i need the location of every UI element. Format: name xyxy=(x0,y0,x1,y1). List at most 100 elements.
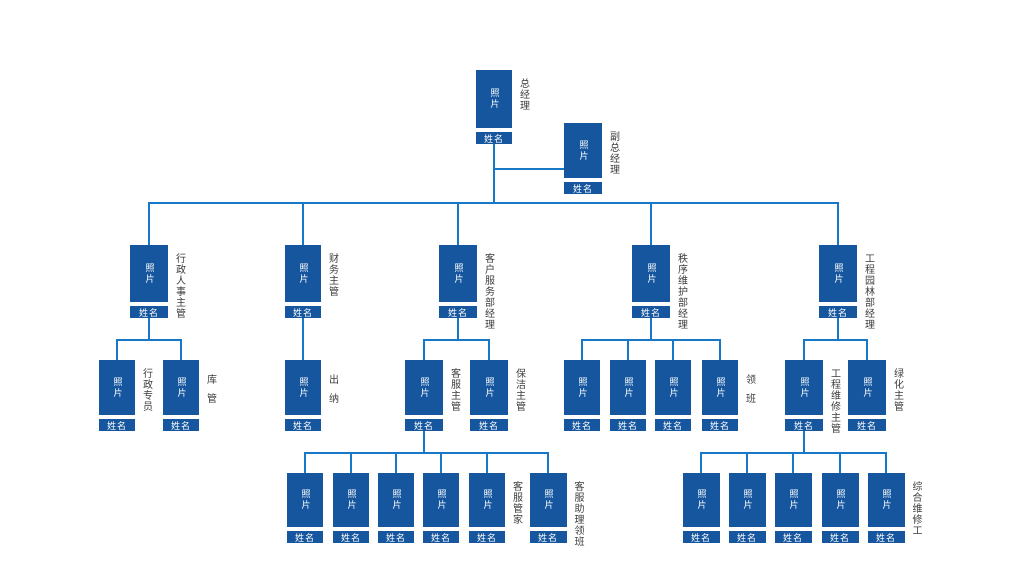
photo-placeholder: 照片 xyxy=(564,360,600,415)
org-node-cleaning-supervisor: 照片姓名 保洁主管 xyxy=(470,360,525,431)
connector-line xyxy=(885,453,887,473)
name-bar: 姓名 xyxy=(529,531,567,543)
photo-placeholder-text: 照片 xyxy=(436,489,447,511)
photo-placeholder-text: 照片 xyxy=(391,489,402,511)
connector-line xyxy=(457,318,459,340)
connector-line xyxy=(650,318,652,340)
name-bar: 姓名 xyxy=(285,306,321,318)
org-node-cs-butler-1: 照片 姓名 xyxy=(287,473,323,543)
org-node-maintenance-worker-4: 照片 姓名 xyxy=(821,473,859,543)
connector-line xyxy=(304,452,549,454)
name-bar: 姓名 xyxy=(405,419,443,431)
name-bar: 姓名 xyxy=(682,531,720,543)
photo-placeholder-text: 照片 xyxy=(696,489,707,511)
photo-placeholder: 照片 xyxy=(785,360,823,415)
connector-line xyxy=(672,340,674,360)
connector-line xyxy=(440,453,442,473)
photo-placeholder: 照片 xyxy=(774,473,812,527)
connector-line xyxy=(719,340,721,360)
org-node-foreman-3: 照片 姓名 xyxy=(655,360,691,431)
org-node-maintenance-worker-5: 照片 姓名 综合维修工 xyxy=(867,473,921,543)
connector-line xyxy=(488,340,490,360)
connector-line xyxy=(302,318,304,360)
connector-line xyxy=(650,203,652,245)
name-bar: 姓名 xyxy=(632,306,670,318)
photo-placeholder: 照片 xyxy=(99,360,135,415)
node-title-label: 财务主管 xyxy=(326,253,338,297)
connector-line xyxy=(116,339,182,341)
org-node-deputy-general-manager: 照片 姓名 副总经理 xyxy=(564,123,619,194)
connector-line xyxy=(304,453,306,473)
photo-placeholder-text: 照片 xyxy=(578,139,589,162)
photo-placeholder: 照片 xyxy=(333,473,369,527)
name-bar: 姓名 xyxy=(655,419,691,431)
photo-placeholder: 照片 xyxy=(702,360,738,415)
node-title-label: 出纳 xyxy=(326,374,338,412)
photo-placeholder: 照片 xyxy=(285,360,321,415)
name-bar: 姓名 xyxy=(476,132,512,144)
photo-placeholder-text: 照片 xyxy=(484,376,495,399)
connector-line xyxy=(547,453,549,473)
name-bar: 姓名 xyxy=(99,419,135,431)
photo-placeholder-text: 照片 xyxy=(799,376,810,399)
name-bar: 姓名 xyxy=(785,419,823,431)
name-bar: 姓名 xyxy=(470,419,508,431)
photo-placeholder: 照片 xyxy=(632,245,670,302)
connector-line xyxy=(423,431,425,453)
photo-placeholder: 照片 xyxy=(130,245,168,302)
org-node-cashier: 照片 姓名 出纳 xyxy=(285,360,338,431)
connector-line xyxy=(792,453,794,473)
org-node-cs-butler-4: 照片 姓名 xyxy=(423,473,459,543)
connector-line xyxy=(627,340,629,360)
org-node-foreman-1: 照片 姓名 xyxy=(564,360,600,431)
photo-placeholder-text: 照片 xyxy=(489,88,500,110)
name-bar: 姓名 xyxy=(610,419,646,431)
photo-placeholder-text: 照片 xyxy=(881,489,892,511)
connector-line xyxy=(116,340,118,360)
photo-placeholder: 照片 xyxy=(682,473,720,527)
photo-placeholder-text: 照片 xyxy=(646,262,657,285)
connector-line xyxy=(148,203,150,245)
node-title-label: 保洁主管 xyxy=(513,368,525,412)
photo-placeholder-text: 照片 xyxy=(835,489,846,511)
name-bar: 姓名 xyxy=(378,531,414,543)
photo-placeholder-text: 照片 xyxy=(862,376,873,399)
org-node-foreman-2: 照片 姓名 xyxy=(610,360,646,431)
connector-line xyxy=(302,203,304,245)
photo-placeholder-text: 照片 xyxy=(176,376,187,399)
photo-placeholder-text: 照片 xyxy=(577,376,588,399)
node-title-label: 客服管家 xyxy=(510,481,522,525)
org-node-storekeeper: 照片 姓名 库管 xyxy=(163,360,216,431)
node-title-label: 客户服务部经理 xyxy=(482,253,494,330)
name-bar: 姓名 xyxy=(439,306,477,318)
photo-placeholder: 照片 xyxy=(476,70,512,128)
connector-line xyxy=(837,203,839,245)
photo-placeholder: 照片 xyxy=(610,360,646,415)
connector-line xyxy=(486,453,488,473)
name-bar: 姓名 xyxy=(423,531,459,543)
name-bar: 姓名 xyxy=(469,531,505,543)
connector-line xyxy=(148,318,150,340)
name-bar: 姓名 xyxy=(774,531,812,543)
node-title-label: 总经理 xyxy=(517,78,529,111)
photo-placeholder-text: 照片 xyxy=(419,376,430,399)
node-title-label: 库管 xyxy=(204,374,216,412)
org-node-cs-butler-2: 照片 姓名 xyxy=(333,473,369,543)
connector-line xyxy=(839,453,841,473)
name-bar: 姓名 xyxy=(287,531,323,543)
connector-line xyxy=(803,339,868,341)
photo-placeholder-text: 照片 xyxy=(668,376,679,399)
photo-placeholder: 照片 xyxy=(848,360,886,415)
connector-line xyxy=(457,203,459,245)
org-node-foreman-4: 照片 姓名 领班 xyxy=(702,360,755,431)
name-bar: 姓名 xyxy=(867,531,905,543)
photo-placeholder-text: 照片 xyxy=(482,489,493,511)
photo-placeholder: 照片 xyxy=(529,473,567,527)
org-node-engineering-maintenance-supervisor: 照片 姓名 工程维修主管 xyxy=(785,360,840,434)
org-node-maintenance-worker-3: 照片 姓名 xyxy=(774,473,812,543)
node-title-label: 秩序维护部经理 xyxy=(675,253,687,330)
org-node-customer-service-supervisor: 照片 姓名 客服主管 xyxy=(405,360,460,431)
photo-placeholder: 照片 xyxy=(285,245,321,302)
node-title-label: 领班 xyxy=(743,374,755,412)
